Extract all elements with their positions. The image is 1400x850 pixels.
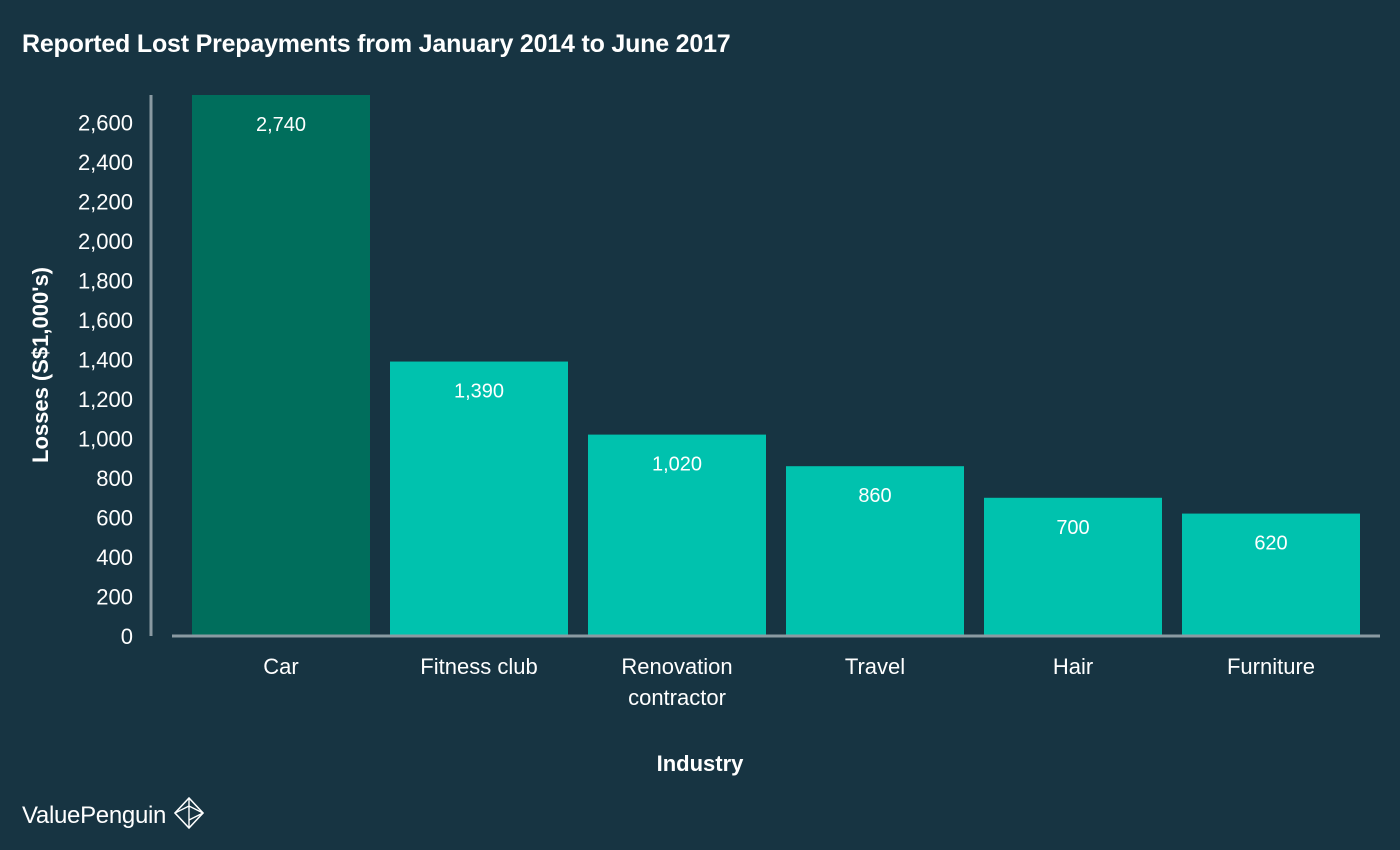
y-tick-label: 400: [96, 545, 133, 570]
x-tick-label: Car: [263, 654, 298, 679]
y-tick-label: 2,000: [78, 229, 133, 254]
x-axis-title: Industry: [657, 751, 745, 776]
value-label: 620: [1254, 533, 1287, 555]
y-tick-label: 1,000: [78, 427, 133, 452]
y-tick-label: 2,200: [78, 190, 133, 215]
bar-car: [192, 95, 370, 636]
x-tick-label: contractor: [628, 685, 726, 710]
y-tick-label: 1,800: [78, 269, 133, 294]
bar-furniture: [1182, 513, 1360, 636]
y-tick-label: 600: [96, 506, 133, 531]
y-tick-label: 2,600: [78, 111, 133, 136]
value-labels-layer: 2,740 1,390 1,020 860 700 620: [256, 114, 1288, 555]
x-tick-label: Furniture: [1227, 654, 1315, 679]
y-tick-label: 0: [121, 624, 133, 649]
bars-layer: [192, 95, 1360, 636]
value-label: 700: [1056, 517, 1089, 539]
logo-text: ValuePenguin: [22, 801, 167, 829]
valuepenguin-logo: ValuePenguin: [22, 796, 206, 835]
y-tick-label: 1,600: [78, 308, 133, 333]
value-label: 1,020: [652, 454, 702, 476]
value-label: 2,740: [256, 114, 306, 136]
y-tick-label: 1,200: [78, 387, 133, 412]
chart-title: Reported Lost Prepayments from January 2…: [22, 30, 731, 58]
value-label: 860: [858, 485, 891, 507]
y-axis-title: Losses (S$1,000's): [28, 267, 53, 463]
y-tick-label: 200: [96, 585, 133, 610]
x-tick-label: Hair: [1053, 654, 1093, 679]
x-tick-label: Travel: [845, 654, 905, 679]
y-tick-label: 800: [96, 466, 133, 491]
bar-renovation-contractor: [588, 434, 766, 636]
bar-travel: [786, 466, 964, 636]
bar-fitness-club: [390, 361, 568, 636]
penguin-diamond-icon: [172, 796, 206, 835]
x-labels-layer: Car Fitness club Renovation contractor Trave…: [263, 654, 1315, 710]
bar-hair: [984, 497, 1162, 636]
x-tick-label: Fitness club: [420, 654, 537, 679]
value-label: 1,390: [454, 381, 504, 403]
y-tick-label: 1,400: [78, 348, 133, 373]
x-tick-label: Renovation: [621, 654, 732, 679]
y-ticks-layer: 0 200 400 600 800 1,000 1,200 1,400 1,600 1,800 2,…: [78, 111, 133, 649]
y-tick-label: 2,400: [78, 150, 133, 175]
